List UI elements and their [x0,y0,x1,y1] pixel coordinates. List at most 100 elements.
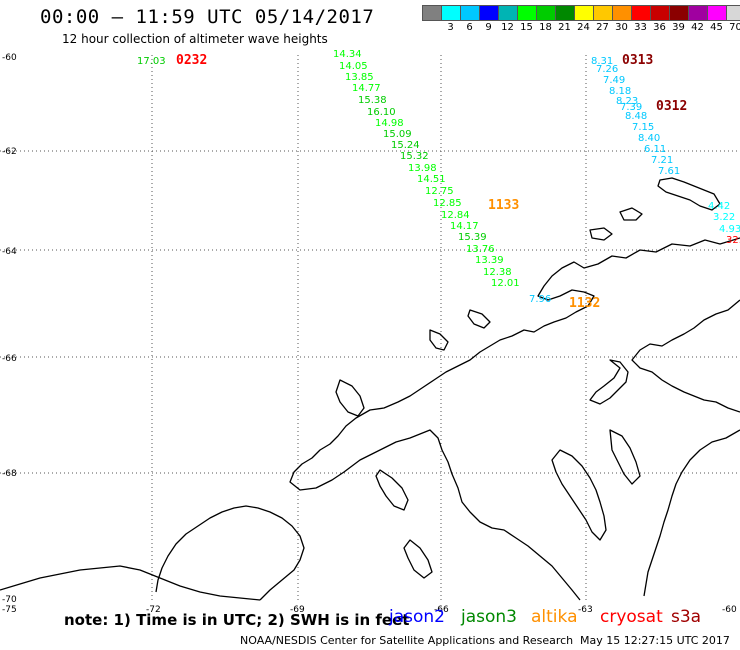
wave-height-reading: 14.34 [333,49,362,60]
lon-label: -60 [722,605,737,615]
wave-height-reading: 12.85 [433,198,462,209]
scale-swatch-15 [708,6,727,20]
axis-labels: -60 -62 -64 -66 -68 -70-75 -72 -69 -66 -63 -60 [2,53,737,615]
scale-label: 45 [710,22,723,33]
wave-height-reading: 12.01 [491,278,520,289]
scale-swatch-6 [537,6,556,20]
wave-height-reading: 8.18 [609,86,631,97]
scale-swatch-9 [594,6,613,20]
coastline-segment [0,565,261,601]
wave-height-reading: 3.22 [713,212,735,223]
scale-swatch-3 [480,6,499,20]
coastline-segment [429,329,449,351]
scale-label: 27 [596,22,609,33]
lon-label: -66 [434,605,449,615]
scale-swatch-12 [651,6,670,20]
note-text: note: 1) Time is in UTC; 2) SWH is in fe… [64,611,410,629]
coastline-segment [403,539,433,579]
wave-height-reading: 15.32 [400,151,429,162]
lon-label: -75 [2,605,17,615]
scale-swatch-7 [556,6,575,20]
lon-label: -72 [146,605,161,615]
scale-label: 36 [653,22,666,33]
coastline-segment [609,429,641,485]
scale-swatch-2 [461,6,480,20]
wave-height-reading: 7.49 [603,75,625,86]
scale-label: 24 [577,22,590,33]
coastline-segment [551,449,607,541]
wave-height-reading: 4.42 [708,201,730,212]
legend-altika: altika [531,607,578,627]
pass-time-label: 0312 [656,99,687,114]
wave-height-reading: 8.31 [591,56,613,67]
wave-height-reading: 32. [726,235,740,246]
wave-height-reading: 7.15 [632,122,654,133]
coastline [0,177,740,601]
legend-jason3: jason3 [461,607,517,627]
scale-swatch-8 [575,6,594,20]
scale-swatch-14 [689,6,708,20]
scale-swatch-13 [670,6,689,20]
wave-height-reading: 15.24 [391,140,420,151]
wave-height-reading: 6.11 [644,144,666,155]
coastline-segment [335,379,365,417]
lon-label: -69 [290,605,305,615]
coastline-segment [657,177,721,211]
scale-swatch-10 [613,6,632,20]
wave-height-reading: 16.10 [367,107,396,118]
pass-time-label: 0313 [622,53,653,68]
wave-height-reading: 12.75 [425,186,454,197]
scale-swatch-16 [727,6,740,20]
wave-height-reading: 7.21 [651,155,673,166]
wave-height-reading: 7.61 [658,166,680,177]
legend-s3a: s3a [671,607,702,627]
wave-readings: 17.03 14.3414.0513.8514.7715.3816.1014.98… [137,49,740,305]
legend-jason2: jason2 [389,607,445,627]
map-subtitle: 12 hour collection of altimeter wave hei… [62,32,328,46]
scale-label: 42 [691,22,704,33]
coastline-segment [619,207,643,221]
wave-height-reading: 7.26 [596,64,618,75]
scale-swatch-1 [442,6,461,20]
pass-time-label: 0232 [176,53,207,68]
wave-height-reading: 13.98 [408,163,437,174]
lat-label: -66 [2,354,17,364]
scale-label: 30 [615,22,628,33]
coastline-segment [589,227,613,241]
wave-height-reading: 15.39 [458,232,487,243]
scale-label: 9 [485,22,492,33]
scale-label: 18 [539,22,552,33]
scale-swatch-4 [499,6,518,20]
wave-height-reading: 14.77 [352,83,381,94]
wave-height-reading: 15.09 [383,129,412,140]
wave-height-reading: 8.23 [616,96,638,107]
legend-cryosat: cryosat [600,607,663,627]
coastline-segment [589,359,629,405]
pass-time-label: 1132 [569,296,600,311]
scale-label: 70 [729,22,740,33]
scale-label: 33 [634,22,647,33]
wave-height-reading: 17.03 [137,56,166,67]
wave-height-reading: 13.76 [466,244,495,255]
pass-time-label: 1133 [488,198,519,213]
wave-height-reading: 8.40 [638,133,660,144]
scale-label: 39 [672,22,685,33]
wave-height-reading: 14.05 [339,61,368,72]
map-gridlines [0,55,740,603]
wave-height-reading: 13.85 [345,72,374,83]
wave-height-reading: 7.39 [620,102,642,113]
wave-height-reading: 4.93 [719,224,740,235]
map-title: 00:00 – 11:59 UTC 05/14/2017 [40,6,375,28]
coastline-segment [467,309,491,329]
scale-label: 12 [501,22,514,33]
coastline-segment [289,237,740,601]
wave-height-reading: 12.84 [441,210,470,221]
wave-height-reading: 14.98 [375,118,404,129]
scale-swatch-0 [423,6,442,20]
coastline-segment [643,429,740,597]
wave-height-reading: 15.38 [358,95,387,106]
lat-label: -68 [2,469,17,479]
pass-times: 0232 1133 1132 0313 0312 [176,53,687,311]
lat-label: -70 [2,595,17,605]
